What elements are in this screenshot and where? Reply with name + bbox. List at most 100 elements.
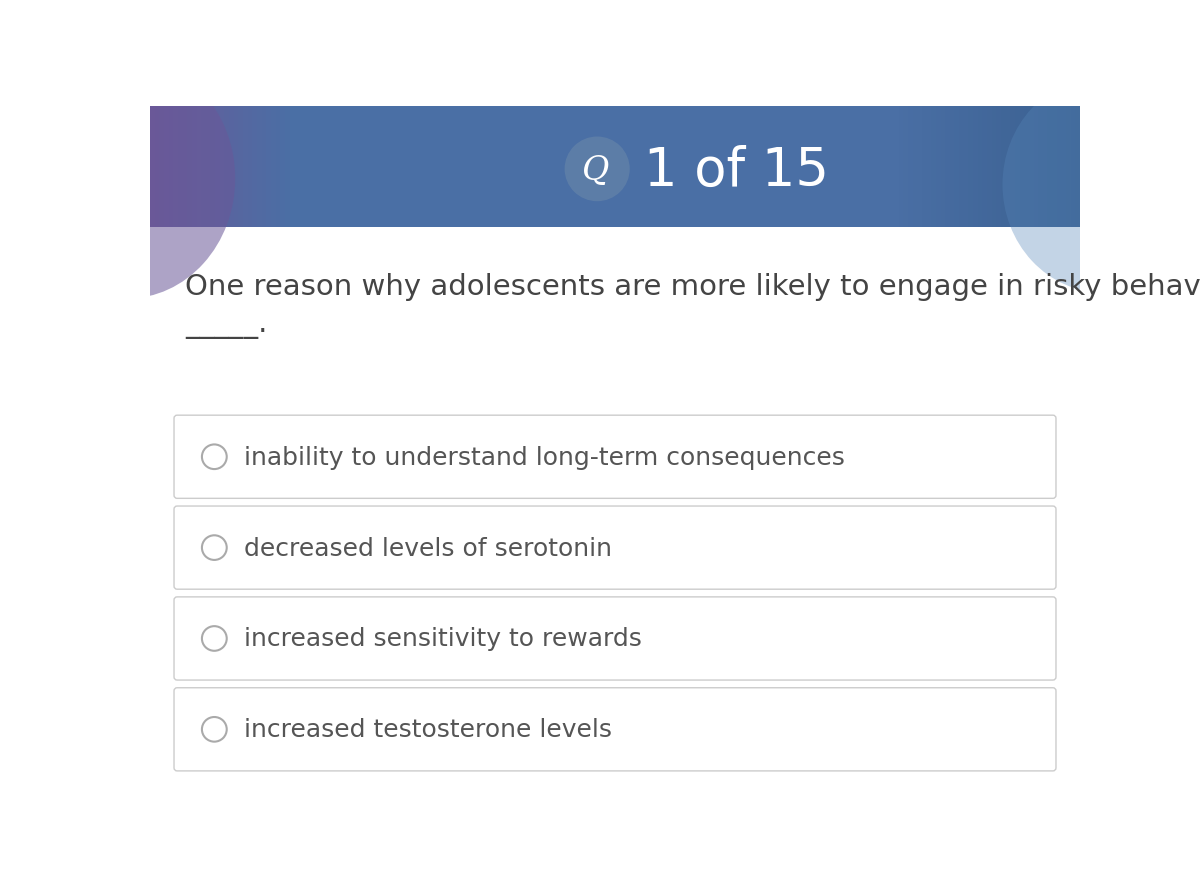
Bar xyxy=(559,107,564,227)
Bar xyxy=(760,107,763,227)
Bar xyxy=(299,107,304,227)
Bar xyxy=(173,107,178,227)
Bar xyxy=(178,107,182,227)
Bar xyxy=(224,107,229,227)
Bar xyxy=(527,107,532,227)
Bar xyxy=(1048,107,1052,227)
Bar xyxy=(355,107,359,227)
Bar xyxy=(202,107,206,227)
Bar xyxy=(653,107,656,227)
Bar xyxy=(866,107,871,227)
Bar xyxy=(950,107,954,227)
Bar xyxy=(634,107,638,227)
Bar xyxy=(452,107,457,227)
Bar xyxy=(685,107,689,227)
Bar xyxy=(922,107,926,227)
Bar xyxy=(215,107,220,227)
Bar xyxy=(638,107,643,227)
Bar xyxy=(884,107,889,227)
Bar xyxy=(415,107,420,227)
Bar xyxy=(443,107,448,227)
Bar xyxy=(569,107,574,227)
Bar xyxy=(894,107,899,227)
Bar xyxy=(936,107,941,227)
Bar xyxy=(331,107,336,227)
Bar xyxy=(234,107,239,227)
Bar xyxy=(322,107,326,227)
Ellipse shape xyxy=(18,59,235,299)
Bar xyxy=(946,107,950,227)
Bar xyxy=(522,107,527,227)
Bar xyxy=(986,107,991,227)
Bar xyxy=(517,107,522,227)
Bar xyxy=(908,107,913,227)
Bar xyxy=(852,107,857,227)
Bar xyxy=(192,107,197,227)
Bar xyxy=(284,107,289,227)
Bar xyxy=(359,107,364,227)
Bar xyxy=(601,107,606,227)
Bar xyxy=(438,107,443,227)
Bar xyxy=(904,107,908,227)
Bar xyxy=(262,107,266,227)
Ellipse shape xyxy=(1002,77,1200,293)
Bar xyxy=(629,107,634,227)
Bar xyxy=(968,107,973,227)
Bar xyxy=(899,107,904,227)
Bar xyxy=(150,107,155,227)
Bar xyxy=(480,107,485,227)
Text: Q: Q xyxy=(582,155,610,187)
Bar xyxy=(931,107,936,227)
Bar xyxy=(1070,107,1075,227)
Bar xyxy=(740,107,745,227)
Bar xyxy=(778,107,782,227)
Bar xyxy=(410,107,415,227)
Bar xyxy=(564,107,569,227)
Bar xyxy=(433,107,438,227)
Bar xyxy=(276,107,281,227)
Bar xyxy=(271,107,276,227)
Bar xyxy=(582,107,587,227)
Bar xyxy=(304,107,308,227)
Bar xyxy=(536,107,541,227)
Bar xyxy=(1038,107,1043,227)
Bar xyxy=(959,107,964,227)
Bar xyxy=(824,107,829,227)
Bar xyxy=(834,107,839,227)
Bar xyxy=(792,107,797,227)
Bar xyxy=(917,107,922,227)
Bar xyxy=(462,107,466,227)
Bar xyxy=(755,107,760,227)
Bar xyxy=(289,107,294,227)
Bar xyxy=(168,107,173,227)
Bar xyxy=(764,107,768,227)
Circle shape xyxy=(565,138,630,202)
Bar xyxy=(257,107,262,227)
Bar xyxy=(606,107,611,227)
Bar xyxy=(862,107,866,227)
Bar xyxy=(797,107,802,227)
FancyBboxPatch shape xyxy=(174,416,1056,499)
Bar xyxy=(973,107,978,227)
Bar xyxy=(378,107,383,227)
Bar xyxy=(197,107,202,227)
Bar xyxy=(504,107,508,227)
Bar xyxy=(708,107,713,227)
Bar xyxy=(978,107,983,227)
Bar xyxy=(490,107,494,227)
Bar xyxy=(317,107,322,227)
Text: One reason why adolescents are more likely to engage in risky behavior is their: One reason why adolescents are more like… xyxy=(185,273,1200,300)
Bar xyxy=(750,107,755,227)
Bar xyxy=(656,107,661,227)
Bar xyxy=(592,107,596,227)
Bar xyxy=(1062,107,1066,227)
Bar xyxy=(164,107,168,227)
Bar xyxy=(1043,107,1048,227)
Bar xyxy=(643,107,648,227)
Bar xyxy=(313,107,317,227)
Bar xyxy=(964,107,968,227)
Bar xyxy=(722,107,727,227)
Bar xyxy=(736,107,740,227)
Bar xyxy=(294,107,299,227)
Bar xyxy=(574,107,578,227)
